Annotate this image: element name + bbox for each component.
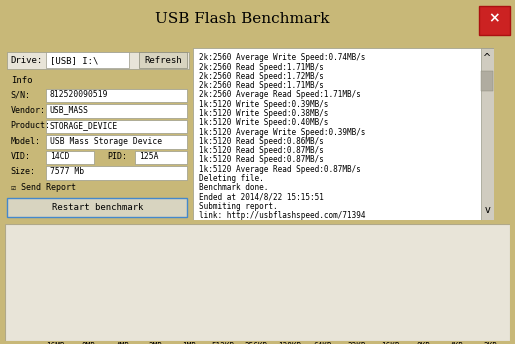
Text: 1k:5120 Average Read Speed:0.87MB/s: 1k:5120 Average Read Speed:0.87MB/s — [199, 165, 361, 174]
Text: 2k:2560 Read Speed:1.71MB/s: 2k:2560 Read Speed:1.71MB/s — [199, 81, 324, 90]
Text: 1k:5120 Read Speed:0.87MB/s: 1k:5120 Read Speed:0.87MB/s — [199, 155, 324, 164]
Text: USB Flash Benchmark: USB Flash Benchmark — [155, 12, 329, 25]
FancyBboxPatch shape — [46, 120, 187, 133]
FancyBboxPatch shape — [7, 52, 188, 69]
Text: Benchmark done.: Benchmark done. — [199, 183, 268, 192]
Text: ^: ^ — [484, 53, 491, 63]
Text: Ended at 2014/8/22 15:15:51: Ended at 2014/8/22 15:15:51 — [199, 193, 324, 202]
FancyBboxPatch shape — [46, 151, 94, 164]
Text: 1k:5120 Average Write Speed:0.39MB/s: 1k:5120 Average Write Speed:0.39MB/s — [199, 128, 366, 137]
Text: link: http://usbflashspeed.com/71394: link: http://usbflashspeed.com/71394 — [199, 211, 366, 220]
FancyBboxPatch shape — [46, 166, 187, 180]
FancyBboxPatch shape — [482, 71, 493, 91]
FancyBboxPatch shape — [7, 198, 187, 217]
FancyBboxPatch shape — [5, 224, 510, 341]
Text: ×: × — [489, 12, 500, 25]
FancyBboxPatch shape — [479, 6, 510, 35]
Text: USB Mass Storage Device: USB Mass Storage Device — [49, 137, 162, 146]
Text: 2k:2560 Average Read Speed:1.71MB/s: 2k:2560 Average Read Speed:1.71MB/s — [199, 90, 361, 99]
Text: 1k:5120 Read Speed:0.87MB/s: 1k:5120 Read Speed:0.87MB/s — [199, 146, 324, 155]
FancyBboxPatch shape — [46, 53, 129, 68]
Text: 125A: 125A — [139, 152, 158, 161]
Text: Size:: Size: — [11, 168, 36, 176]
Text: USB_MASS: USB_MASS — [49, 106, 89, 115]
Text: Info: Info — [11, 76, 32, 85]
Text: 1k:5120 Write Speed:0.39MB/s: 1k:5120 Write Speed:0.39MB/s — [199, 100, 329, 109]
Text: 2k:2560 Read Speed:1.71MB/s: 2k:2560 Read Speed:1.71MB/s — [199, 63, 324, 72]
Text: 14CD: 14CD — [49, 152, 69, 161]
Text: Product:: Product: — [11, 121, 50, 130]
FancyBboxPatch shape — [46, 135, 187, 149]
Text: VID:: VID: — [11, 152, 31, 161]
Text: Refresh: Refresh — [144, 56, 182, 65]
FancyBboxPatch shape — [135, 151, 187, 164]
Text: Restart benchmark: Restart benchmark — [52, 203, 144, 212]
Text: Deleting file.: Deleting file. — [199, 174, 264, 183]
Text: 7577 Mb: 7577 Mb — [49, 168, 84, 176]
FancyBboxPatch shape — [46, 104, 187, 118]
Text: v: v — [485, 205, 490, 215]
Text: Submiting report.: Submiting report. — [199, 202, 278, 211]
Text: Model:: Model: — [11, 137, 41, 146]
Text: [USB] I:\: [USB] I:\ — [49, 56, 98, 65]
Text: 1k:5120 Read Speed:0.86MB/s: 1k:5120 Read Speed:0.86MB/s — [199, 137, 324, 146]
FancyBboxPatch shape — [193, 48, 494, 220]
Text: STORAGE_DEVICE: STORAGE_DEVICE — [49, 121, 118, 130]
Text: 812520090519: 812520090519 — [49, 90, 108, 99]
FancyBboxPatch shape — [139, 53, 187, 68]
Text: Drive:: Drive: — [11, 56, 43, 65]
Text: 1k:5120 Write Speed:0.40MB/s: 1k:5120 Write Speed:0.40MB/s — [199, 118, 329, 127]
FancyBboxPatch shape — [481, 48, 494, 220]
Text: 2k:2560 Read Speed:1.72MB/s: 2k:2560 Read Speed:1.72MB/s — [199, 72, 324, 81]
Text: 2k:2560 Average Write Speed:0.74MB/s: 2k:2560 Average Write Speed:0.74MB/s — [199, 53, 366, 62]
Text: ☑ Send Report: ☑ Send Report — [11, 183, 76, 192]
Text: Vendor:: Vendor: — [11, 106, 46, 115]
Text: S/N:: S/N: — [11, 90, 31, 99]
Text: PID:: PID: — [107, 152, 127, 161]
FancyBboxPatch shape — [46, 89, 187, 103]
Text: 1k:5120 Write Speed:0.38MB/s: 1k:5120 Write Speed:0.38MB/s — [199, 109, 329, 118]
